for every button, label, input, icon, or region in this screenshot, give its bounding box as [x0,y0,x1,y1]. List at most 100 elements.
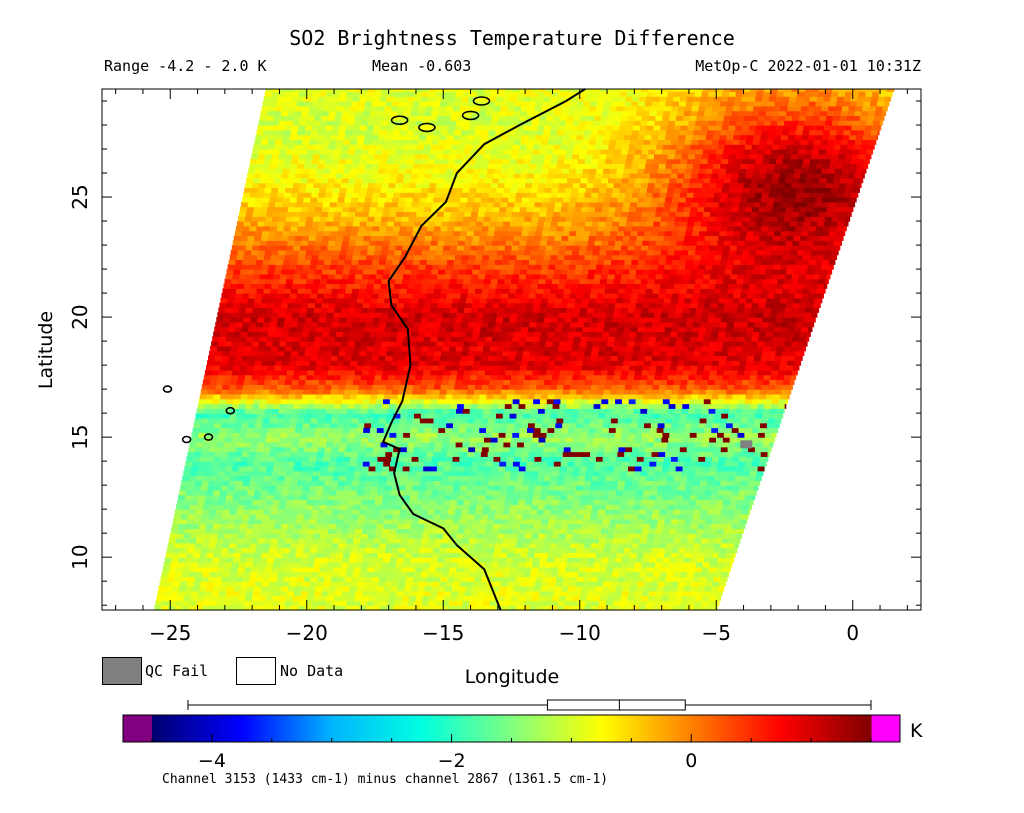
heatmap-cell [208,513,216,520]
heatmap-cell [738,523,746,529]
heatmap-cell [633,374,642,381]
heatmap-cell [611,605,620,611]
heatmap-cell [573,336,582,342]
heatmap-cell [651,513,660,520]
heatmap-cell [323,485,331,491]
heatmap-cell [286,465,295,472]
heatmap-cell [653,571,661,577]
heatmap-cell [240,393,249,400]
heatmap-cell [380,475,388,481]
heatmap-cell [779,393,788,400]
heatmap-cell [569,355,578,361]
heatmap-cell [460,451,468,457]
heatmap-cell [191,432,199,438]
heatmap-cell [222,384,230,390]
heatmap-cell [290,576,298,582]
heatmap-cell [287,523,296,529]
heatmap-cell [355,398,364,405]
heatmap-cell [686,417,694,424]
heatmap-cell [335,523,344,529]
heatmap-cell [656,523,664,529]
heatmap-cell [481,417,489,424]
heatmap-cell [524,374,533,381]
heatmap-cell [338,576,346,582]
heatmap-cell [294,336,302,342]
heatmap-cell [462,408,471,414]
heatmap-cell [629,393,638,400]
heatmap-cell [177,561,185,568]
heatmap-cell [519,494,527,501]
heatmap-cell [198,494,207,501]
heatmap-cell [345,571,354,577]
heatmap-cell [433,576,442,582]
heatmap-cell [555,451,564,457]
heatmap-cell [560,365,569,371]
heatmap-cell [316,360,324,366]
heatmap-cell [328,590,336,597]
heatmap-cell [601,432,609,438]
heatmap-cell [610,547,618,553]
heatmap-cell [377,393,385,400]
heatmap-cell [381,341,390,347]
heatmap-cell [410,494,418,501]
heatmap-cell [303,485,311,491]
heatmap-cell [385,513,393,520]
heatmap-cell [675,403,683,409]
heatmap-cell [234,326,243,333]
heatmap-cell [387,537,395,544]
heatmap-cell [206,427,214,433]
heatmap-cell [686,509,695,515]
heatmap-cell [536,350,545,357]
heatmap-cell [280,336,288,342]
heatmap-cell [242,480,251,486]
heatmap-cell [275,326,284,333]
heatmap-cell [296,326,304,333]
heatmap-cell [516,509,524,515]
heatmap-cell [197,533,205,539]
heatmap-cell [501,547,509,553]
heatmap-cell [660,537,668,544]
heatmap-cell [555,360,563,366]
heatmap-cell [516,446,524,453]
heatmap-cell [498,590,507,597]
heatmap-cell [337,326,345,333]
heatmap-cell [580,432,588,438]
heatmap-cell [750,369,759,376]
heatmap-cell [464,369,472,376]
heatmap-cell [416,528,425,534]
heatmap-cell [363,331,371,337]
heatmap-cell [205,398,213,405]
heatmap-cell [475,350,483,357]
heatmap-cell [730,561,733,568]
heatmap-cell [272,595,280,601]
heatmap-cell [802,350,805,357]
heatmap-cell [731,365,739,371]
heatmap-cell [461,542,469,549]
heatmap-cell [635,494,643,501]
heatmap-cell [330,389,338,395]
heatmap-cell [512,590,520,597]
heatmap-cell [249,480,257,486]
heatmap-cell [620,403,629,409]
heatmap-cell [277,350,285,357]
heatmap-cell [620,533,628,539]
heatmap-cell [463,595,471,601]
heatmap-cell [660,504,669,510]
heatmap-cell [409,528,418,534]
heatmap-cell [532,528,541,534]
heatmap-cell [680,509,688,515]
heatmap-cell [422,595,431,601]
heatmap-cell [311,509,319,515]
heatmap-cell [734,384,742,390]
heatmap-cell [261,422,270,429]
heatmap-cell [523,600,532,606]
heatmap-cell [435,566,444,573]
heatmap-cell [181,576,189,582]
heatmap-cell [322,523,330,529]
heatmap-cell [465,585,474,592]
heatmap-cell [729,499,738,505]
heatmap-cell [235,417,243,424]
heatmap-cell [359,379,368,385]
heatmap-cell [339,475,347,481]
heatmap-cell [213,518,222,525]
